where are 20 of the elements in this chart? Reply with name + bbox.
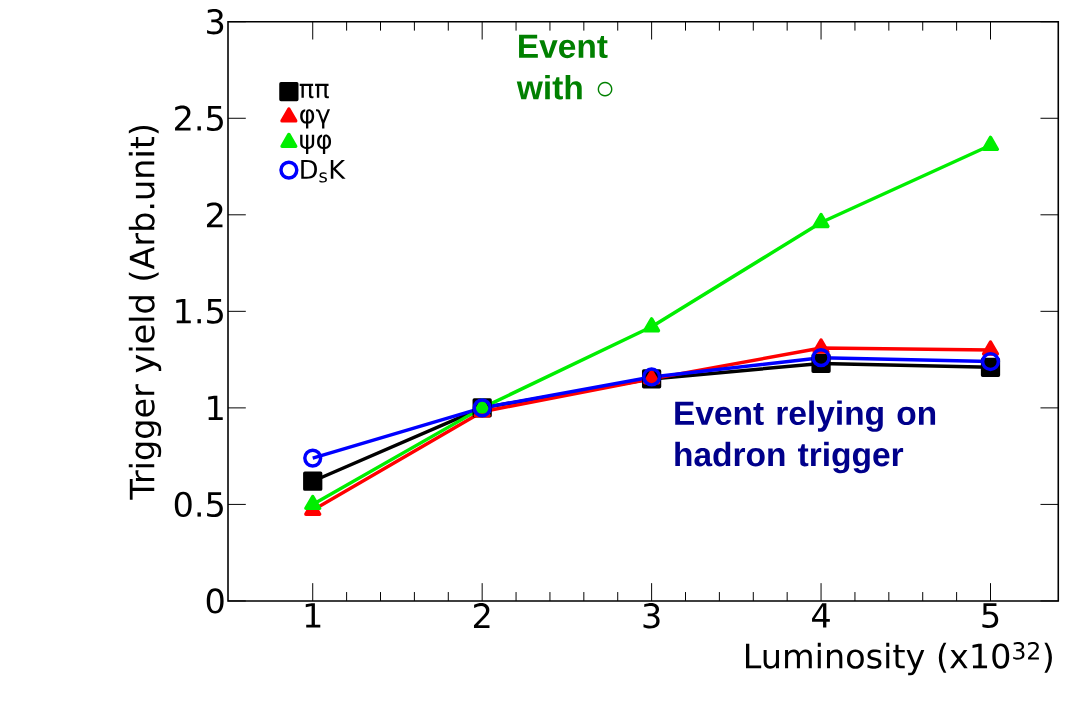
x-tick-label: 3: [643, 603, 660, 629]
x-tick-label: 1: [305, 603, 321, 628]
legend-label: φγ: [300, 109, 331, 129]
legend-label: D$_{s}$K: [301, 160, 346, 183]
y-tick-label: 1: [208, 395, 223, 421]
legend-label: ππ: [299, 83, 329, 99]
x-tick-label: 4: [812, 603, 830, 628]
x-axis-title: Luminosity (x10$^{32}$): [746, 642, 1052, 676]
y-axis-title: Trigger yield (Arb.unit): [128, 126, 162, 500]
y-tick-label: 0.5: [174, 491, 223, 518]
y-tick-label: 1.5: [176, 299, 223, 324]
x-tick-label: 5: [982, 603, 999, 629]
y-tick-label: 2: [206, 202, 223, 228]
legend-label: ψφ: [300, 134, 332, 155]
annotation: Event with ○: [516, 34, 613, 100]
x-tick-label: 2: [473, 603, 490, 629]
annotation: Event relying on hadron trigger: [675, 400, 936, 474]
y-tick-label: 0: [206, 588, 224, 614]
y-tick-label: 2.5: [175, 105, 223, 132]
y-tick-label: 3: [207, 9, 224, 35]
